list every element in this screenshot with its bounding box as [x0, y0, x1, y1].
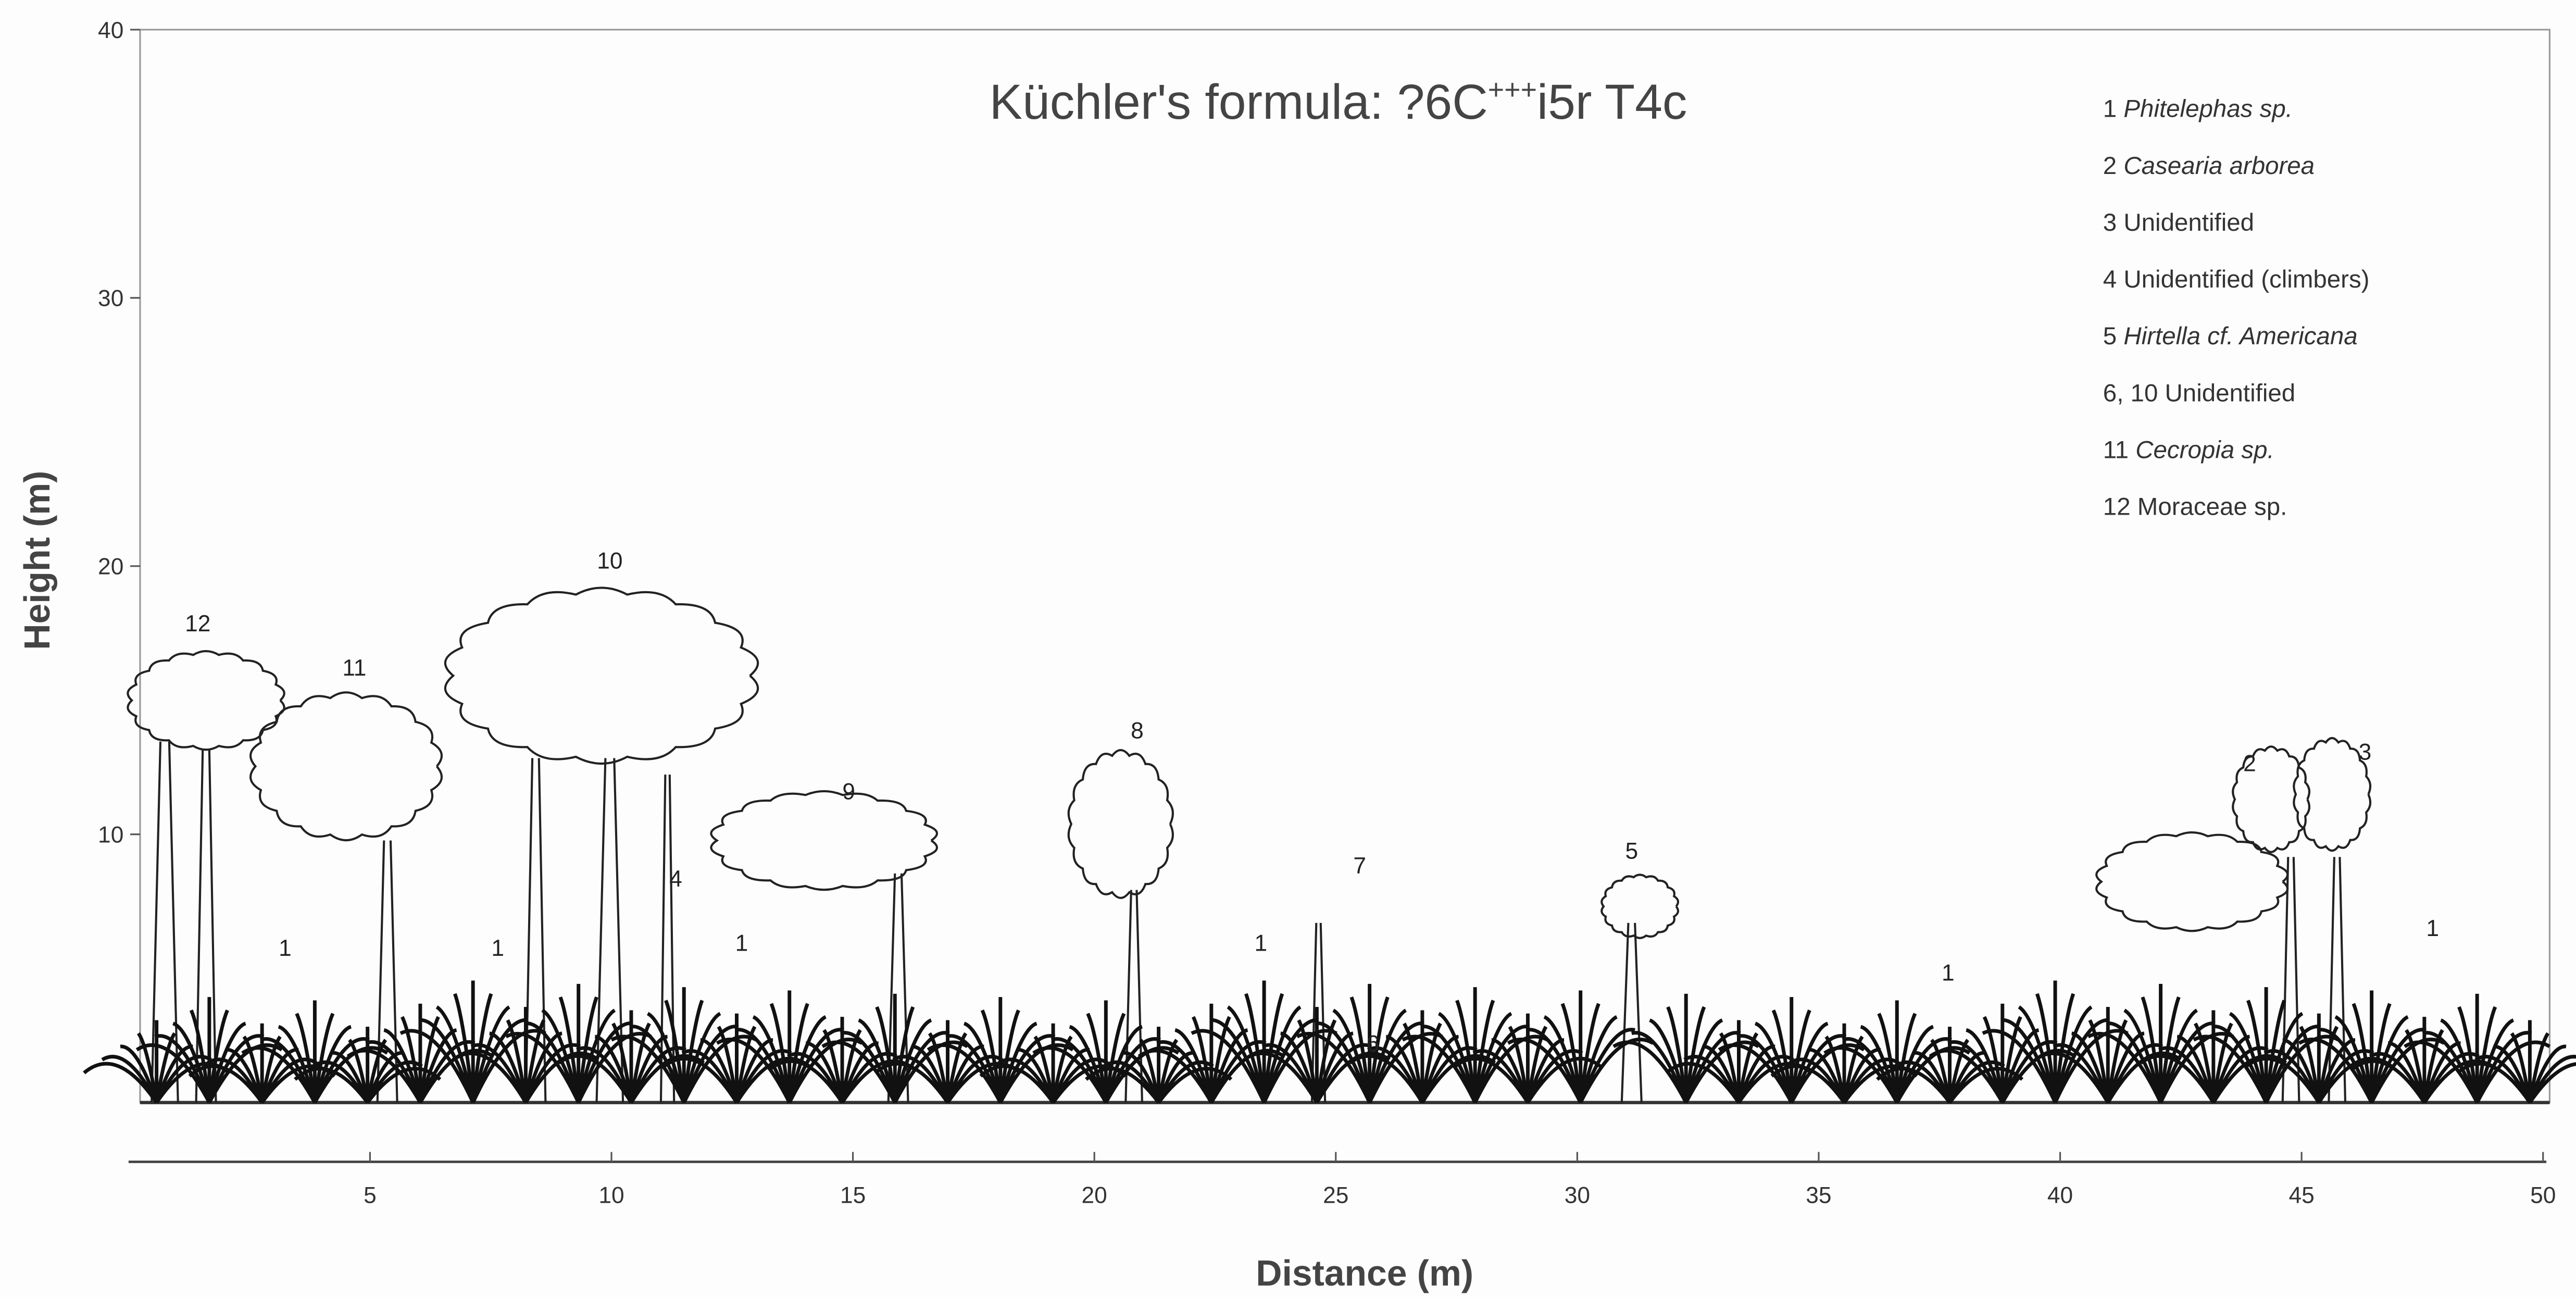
fern [1454, 1013, 1602, 1104]
fern [399, 980, 546, 1104]
x-tick-label: 45 [2289, 1183, 2314, 1208]
tree-crown [444, 587, 759, 765]
tree-crown [249, 691, 443, 842]
legend-number: 12 [2103, 493, 2131, 521]
x-tick-label: 25 [1323, 1183, 1348, 1208]
fern [2456, 1020, 2576, 1104]
fern [1507, 990, 1654, 1104]
y-tick-label: 40 [98, 18, 123, 43]
fern [1348, 1010, 1496, 1104]
fern [2350, 1017, 2498, 1104]
y-tick-label: 20 [98, 554, 123, 580]
legend-entry: 11 Cecropia sp. [2103, 437, 2274, 464]
x-tick-label: 20 [1082, 1183, 1107, 1208]
tree-trunk [195, 750, 217, 1103]
fern [768, 1017, 916, 1104]
plant-label: 1 [1942, 961, 1955, 986]
legend-number: 6, 10 [2103, 379, 2158, 407]
plant-label: 2 [2243, 751, 2256, 777]
legend-entry: 5 Hirtella cf. Americana [2103, 322, 2358, 350]
legend-name: Unidentified [2123, 209, 2254, 236]
legend-entry: 12 Moraceae sp. [2103, 493, 2287, 521]
legend-entry: 3 Unidentified [2103, 209, 2254, 236]
plant-label: 11 [342, 655, 366, 681]
x-tick-label: 10 [598, 1183, 624, 1208]
x-tick-label: 5 [364, 1183, 377, 1208]
title-superscript: +++ [1488, 74, 1537, 105]
title-text: i5r T4c [1537, 74, 1687, 130]
legend-entry: 6, 10 Unidentified [2103, 379, 2295, 407]
legend-number: 3 [2103, 209, 2117, 236]
plant-label: 1 [735, 931, 748, 956]
fern [663, 1013, 810, 1104]
x-tick-label: 30 [1565, 1183, 1590, 1208]
plant-label: 8 [1131, 718, 1144, 743]
tree-crown [2232, 745, 2310, 853]
legend-entry: 4 Unidentified (climbers) [2103, 266, 2370, 293]
legend-name: Moraceae sp. [2137, 493, 2287, 521]
vegetation [83, 587, 2576, 1104]
fern [927, 997, 1074, 1104]
legend-number: 11 [2103, 437, 2129, 464]
tree-crown [127, 650, 285, 751]
plant-label: 1 [2426, 916, 2439, 941]
tree-crown [1600, 874, 1679, 939]
plant-label: 5 [1625, 838, 1638, 864]
plant-label: 1 [1254, 931, 1267, 956]
x-tick-label: 15 [840, 1183, 866, 1208]
plant-label: 1 [279, 936, 292, 961]
title-text: Küchler's formula: ?6C [990, 74, 1488, 130]
fern [2245, 1013, 2393, 1104]
legend-name: Unidentified (climbers) [2123, 266, 2369, 293]
fern [1191, 980, 1337, 1104]
plant-label: 3 [2359, 740, 2372, 765]
tree-crown [710, 790, 938, 891]
plant-label: 7 [1353, 853, 1366, 879]
y-tick-label: 30 [98, 286, 123, 311]
legend-name: Cecropia sp. [2135, 437, 2274, 464]
fern [1982, 980, 2129, 1104]
legend-name: Hirtella cf. Americana [2123, 322, 2357, 350]
legend-number: 4 [2103, 266, 2117, 293]
plant-label: 4 [669, 866, 682, 892]
fern [821, 993, 969, 1104]
legend-entry: 2 Casearia arborea [2103, 152, 2315, 180]
diagram-title: Küchler's formula: ?6C+++i5r T4c [990, 74, 1687, 130]
fern [2140, 1010, 2287, 1104]
legend-name: Unidentified [2165, 379, 2296, 407]
x-tick-label: 40 [2047, 1183, 2073, 1208]
fern [1612, 993, 1760, 1104]
fern [557, 1010, 705, 1104]
tree-crown [2095, 831, 2289, 932]
plant-label: 6 [1367, 1031, 1380, 1057]
plant-label: 1 [491, 936, 504, 961]
legend-number: 2 [2103, 152, 2117, 180]
x-axis-label: Distance (m) [1256, 1253, 1473, 1293]
y-axis-label: Height (m) [17, 471, 57, 650]
tree-crown [1067, 749, 1174, 899]
plant-label: 9 [842, 779, 855, 805]
legend-number: 1 [2103, 95, 2117, 123]
tree-trunk [1620, 922, 1643, 1103]
fern [135, 997, 283, 1104]
x-tick-label: 35 [1806, 1183, 1831, 1208]
y-tick-label: 10 [98, 822, 123, 848]
x-tick-label: 50 [2530, 1183, 2556, 1208]
legend-name: Casearia arborea [2123, 152, 2315, 180]
legend-number: 5 [2103, 322, 2117, 350]
fern [1718, 997, 1865, 1104]
fern [2404, 993, 2551, 1104]
plant-label: 12 [185, 611, 210, 637]
plant-label: 10 [597, 548, 622, 574]
legend-entry: 1 Phitelephas sp. [2103, 95, 2293, 123]
tree-crown [2293, 737, 2372, 852]
legend-name: Phitelephas sp. [2123, 95, 2293, 123]
